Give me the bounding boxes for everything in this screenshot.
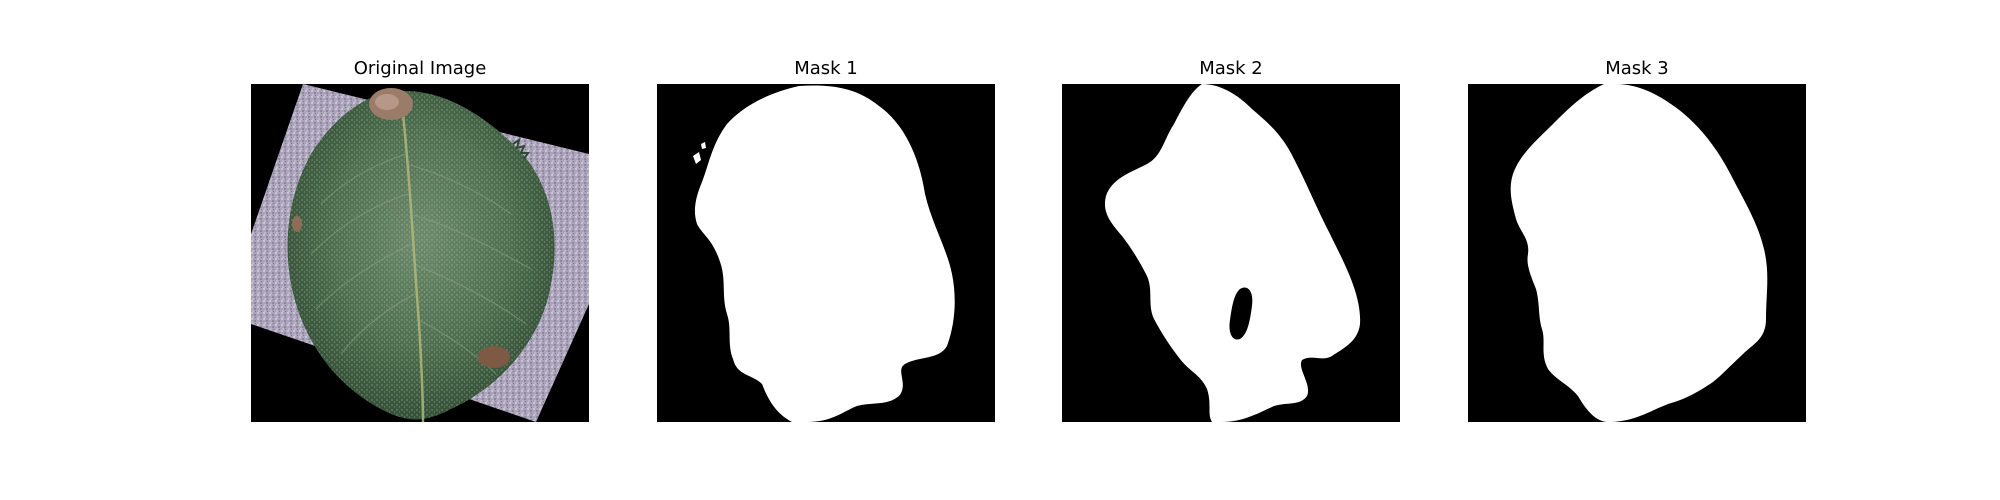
mask-1 <box>657 84 995 422</box>
original-image <box>251 84 589 422</box>
panel-title-mask-1: Mask 1 <box>794 58 858 79</box>
panel-title-mask-2: Mask 2 <box>1199 58 1263 79</box>
mask-3 <box>1468 84 1806 422</box>
panel-title-original: Original Image <box>353 58 487 79</box>
panel-title-mask-3: Mask 3 <box>1605 58 1669 79</box>
mask-3-shape <box>1468 84 1806 422</box>
leaf-photo <box>251 84 589 422</box>
mask-1-shape <box>657 84 995 422</box>
mask-2-shape <box>1062 84 1400 422</box>
mask-2 <box>1062 84 1400 422</box>
leaf-midrib <box>399 95 425 422</box>
lesion-bottom <box>478 346 510 368</box>
